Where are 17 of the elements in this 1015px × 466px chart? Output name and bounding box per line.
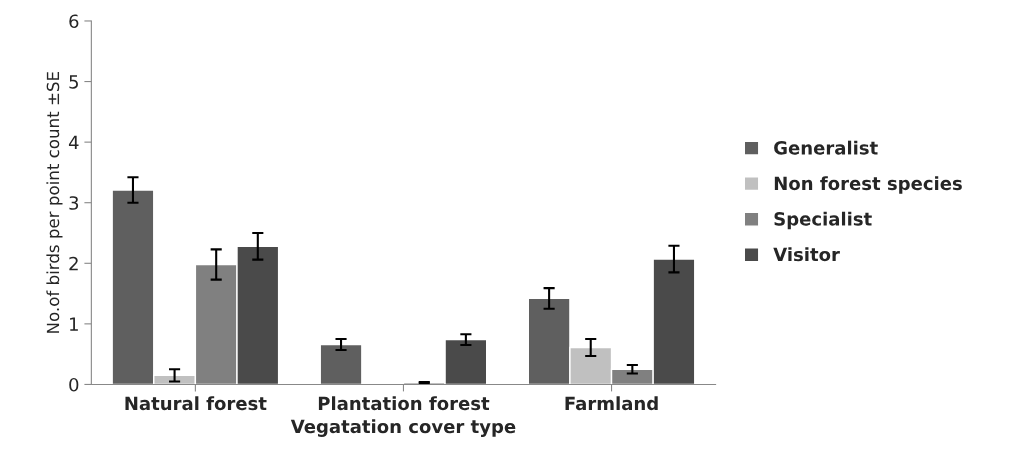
y-axis-title: No.of birds per point count ±SE [46, 72, 63, 333]
y-tick-label: 3 [69, 196, 79, 210]
x-tick-label: Plantation forest [318, 396, 490, 411]
x-axis-title: Vegatation cover type [290, 419, 516, 437]
legend-label: Generalist [774, 140, 878, 155]
legend-label: Visitor [773, 247, 840, 262]
y-tick-label: 1 [70, 317, 78, 331]
x-tick-label: Natural forest [125, 396, 267, 411]
y-tick-label: 0 [69, 377, 79, 392]
legend-label: Non forest species [774, 176, 962, 194]
y-tick-label: 5 [69, 75, 78, 89]
bar [319, 343, 363, 385]
legend-label: Specialist [774, 211, 872, 230]
y-tick-label: 6 [69, 14, 79, 29]
x-tick-label: Farmland [565, 396, 658, 411]
y-tick-label: 2 [69, 256, 78, 271]
y-tick-label: 4 [68, 135, 79, 149]
